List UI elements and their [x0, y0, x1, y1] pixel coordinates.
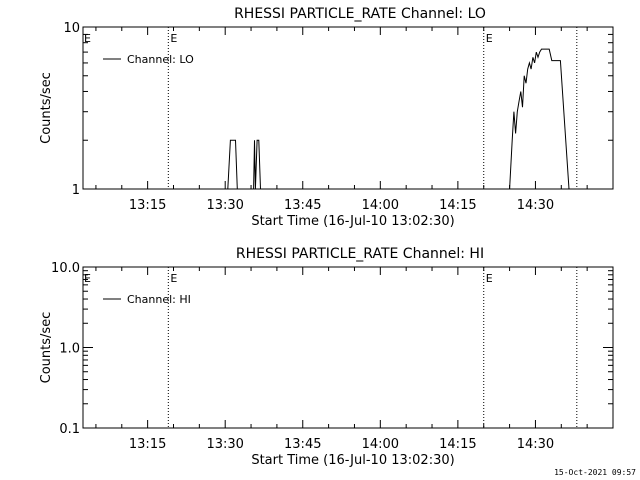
x-tick-label: 13:15 — [129, 437, 166, 452]
start-marker-label: E — [84, 32, 91, 45]
event-label: E — [170, 32, 177, 45]
x-tick-label: 14:30 — [517, 437, 554, 452]
y-tick-label: 10 — [63, 21, 80, 36]
y-axis-label: Counts/sec — [39, 72, 54, 144]
x-tick-label: 13:45 — [284, 198, 321, 213]
y-tick-label: 0.1 — [59, 422, 80, 437]
y-axis-label: Counts/sec — [39, 312, 54, 384]
chart-title: RHESSI PARTICLE_RATE Channel: LO — [234, 6, 486, 22]
x-tick-label: 14:15 — [439, 198, 476, 213]
x-tick-label: 13:45 — [284, 437, 321, 452]
legend-label: Channel: HI — [127, 293, 191, 306]
x-tick-label: 13:30 — [206, 198, 243, 213]
y-tick-label: 1 — [72, 183, 80, 198]
x-axis-label: Start Time (16-Jul-10 13:02:30) — [251, 214, 454, 229]
event-label: E — [486, 32, 493, 45]
x-axis-label: Start Time (16-Jul-10 13:02:30) — [251, 453, 454, 468]
chart-panel-hi: RHESSI PARTICLE_RATE Channel: HI 13:15 13:… — [39, 246, 614, 468]
chart-title: RHESSI PARTICLE_RATE Channel: HI — [236, 246, 484, 262]
chart-panel-lo: RHESSI PARTICLE_RATE Channel: LO 13:15 13:… — [39, 6, 614, 229]
x-tick-label: 13:15 — [129, 198, 166, 213]
y-tick-label: 1.0 — [59, 342, 80, 357]
x-tick-label: 14:00 — [362, 198, 399, 213]
start-marker-label: E — [84, 272, 91, 285]
x-tick-label: 14:15 — [439, 437, 476, 452]
y-tick-label: 10.0 — [51, 261, 80, 276]
x-tick-label: 14:00 — [362, 437, 399, 452]
x-tick-label: 14:30 — [517, 198, 554, 213]
plot-frame — [82, 26, 614, 190]
plot-frame — [82, 266, 614, 429]
legend-label: Channel: LO — [127, 53, 194, 66]
x-tick-label: 13:30 — [206, 437, 243, 452]
event-label: E — [486, 272, 493, 285]
event-label: E — [170, 272, 177, 285]
footer-timestamp: 15-Oct-2021 09:57 — [554, 468, 636, 477]
series-line-0 — [83, 48, 588, 190]
